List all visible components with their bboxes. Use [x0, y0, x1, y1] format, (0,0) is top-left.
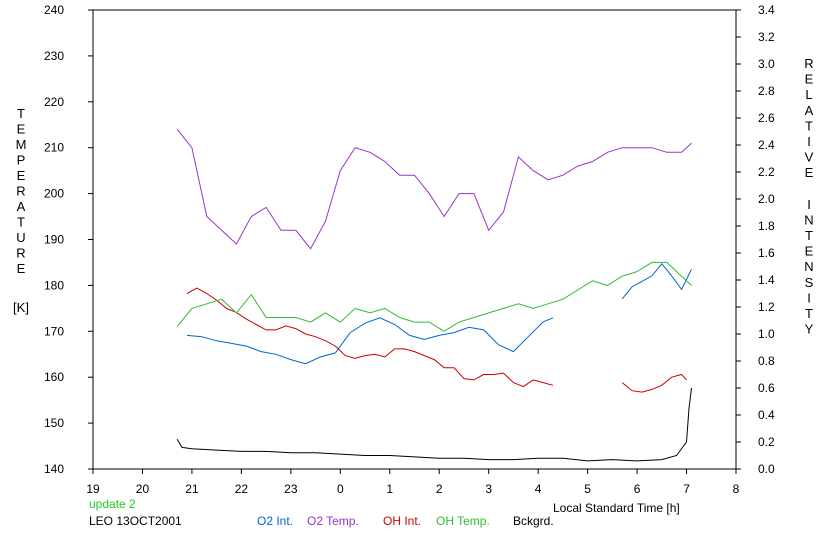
x-tick-label: 21 — [185, 482, 199, 496]
y-right-title-letter: T — [805, 118, 813, 133]
x-tick-label: 6 — [634, 482, 641, 496]
y-right-tick-label: 0.2 — [758, 435, 775, 449]
x-tick-label: 3 — [485, 482, 492, 496]
y-right-title-letter: R — [804, 56, 813, 71]
y-right-title-letter: T — [805, 228, 813, 243]
legend-bckgrd: Bckgrd. — [513, 514, 554, 528]
x-tick-label: 7 — [683, 482, 690, 496]
plot-frame — [92, 9, 737, 470]
y-right-tick-label: 1.0 — [758, 327, 775, 341]
y-left-tick-label: 150 — [44, 416, 64, 430]
series-o2-int-line — [186, 317, 554, 365]
y-right-title-letter: N — [804, 212, 813, 227]
y-right-tick-label: 2.2 — [758, 165, 775, 179]
legend-oh-int: OH Int. — [383, 514, 422, 528]
x-tick-label: 4 — [535, 482, 542, 496]
y-left-title-letter: E — [17, 261, 26, 276]
y-right-tick-label: 1.2 — [758, 300, 775, 314]
x-tick-label: 23 — [284, 482, 298, 496]
y-left-title-letter: U — [16, 230, 25, 245]
series-oh-temp-line — [176, 261, 692, 332]
y-left-title-letter: T — [17, 106, 25, 121]
y-right-title-letter: E — [805, 244, 814, 259]
y-right-tick-label: 2.6 — [758, 111, 775, 125]
y-left-title-letter: E — [17, 168, 26, 183]
y-left-tick-label: 160 — [44, 370, 64, 384]
y-left-tick-label: 190 — [44, 233, 64, 247]
legend-oh-temp: OH Temp. — [436, 514, 490, 528]
series-o2-int-line — [621, 263, 692, 300]
y-right-tick-label: 2.4 — [758, 138, 775, 152]
y-right-title-letter: L — [805, 87, 812, 102]
y-right-title-letter: N — [804, 259, 813, 274]
series-bckgrd-line — [176, 387, 692, 462]
y-left-unit: [K] — [13, 300, 29, 315]
series-oh-int-line — [621, 373, 687, 393]
y-right-tick-label: 3.2 — [758, 30, 775, 44]
y-right-title-letter: V — [805, 150, 814, 165]
y-left-tick-label: 200 — [44, 187, 64, 201]
x-tick-label: 20 — [136, 482, 150, 496]
y-left-title-letter: R — [16, 184, 25, 199]
y-right-title-letter: E — [805, 72, 814, 87]
y-left-title-letter: A — [17, 199, 26, 214]
y-right-title-letter: A — [805, 103, 814, 118]
x-tick-label: 19 — [86, 482, 100, 496]
y-right-title-letter: I — [807, 134, 811, 149]
y-left-tick-label: 180 — [44, 278, 64, 292]
y-left-tick-label: 230 — [44, 49, 64, 63]
y-right-title-letter: I — [807, 290, 811, 305]
x-tick-label: 0 — [337, 482, 344, 496]
series-o2-temp-line — [176, 128, 692, 250]
y-right-tick-label: 2.8 — [758, 84, 775, 98]
x-tick-label: 2 — [436, 482, 443, 496]
y-right-tick-label: 0.6 — [758, 381, 775, 395]
y-right-tick-label: 2.0 — [758, 192, 775, 206]
y-right-title-letter: I — [807, 197, 811, 212]
y-right-title-letter: S — [805, 275, 814, 290]
y-left-title-letter: P — [17, 153, 26, 168]
update-label: update 2 — [89, 497, 136, 511]
y-left-tick-label: 220 — [44, 95, 64, 109]
x-tick-label: 8 — [733, 482, 740, 496]
x-axis-title: Local Standard Time [h] — [553, 501, 680, 515]
y-right-tick-label: 1.4 — [758, 273, 775, 287]
series-oh-int-line — [186, 287, 554, 388]
x-tick-label: 5 — [584, 482, 591, 496]
y-right-tick-label: 1.6 — [758, 246, 775, 260]
y-right-title-letter: T — [805, 306, 813, 321]
y-left-tick-label: 210 — [44, 141, 64, 155]
y-left-title-letter: T — [17, 215, 25, 230]
y-left-title-letter: E — [17, 122, 26, 137]
y-right-tick-label: 0.0 — [758, 462, 775, 476]
y-right-tick-label: 1.8 — [758, 219, 775, 233]
legend-o2-int: O2 Int. — [257, 514, 294, 528]
y-right-tick-label: 3.0 — [758, 57, 775, 71]
y-right-title-letter: Y — [805, 322, 814, 337]
y-right-tick-label: 0.8 — [758, 354, 775, 368]
y-left-title-letter: M — [16, 137, 27, 152]
y-right-tick-label: 0.4 — [758, 408, 775, 422]
y-left-tick-label: 140 — [44, 462, 64, 476]
legend-o2-temp: O2 Temp. — [307, 514, 359, 528]
x-tick-label: 1 — [386, 482, 393, 496]
y-left-tick-label: 240 — [44, 3, 64, 17]
y-left-tick-label: 170 — [44, 324, 64, 338]
y-right-title-letter: E — [805, 165, 814, 180]
y-right-tick-label: 3.4 — [758, 3, 775, 17]
x-tick-label: 22 — [235, 482, 249, 496]
y-left-title-letter: R — [16, 246, 25, 261]
station-date-label: LEO 13OCT2001 — [89, 514, 182, 528]
